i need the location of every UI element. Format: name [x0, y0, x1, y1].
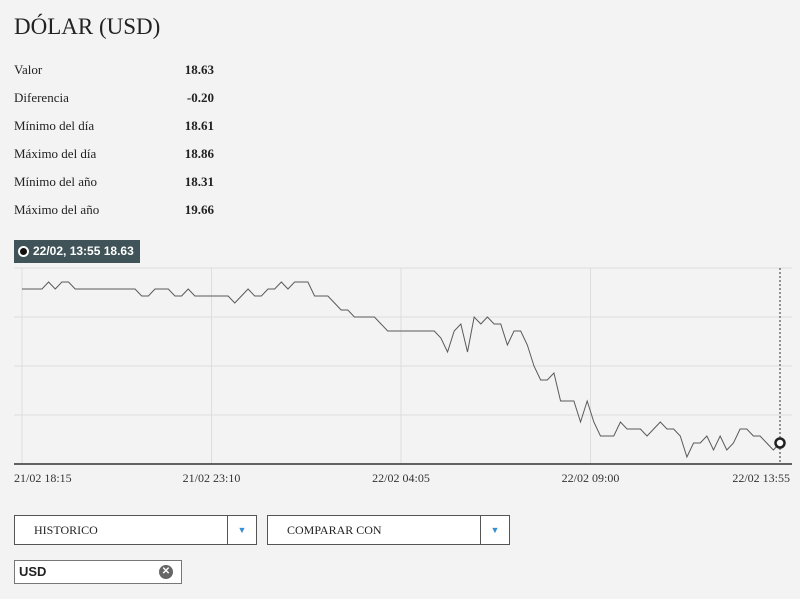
- select-text: COMPARAR CON: [287, 523, 382, 537]
- stat-row: Máximo del día 18.86: [14, 146, 214, 166]
- stat-value: 19.66: [184, 202, 214, 217]
- stat-label: Mínimo del año: [14, 174, 98, 189]
- stat-label: Valor: [14, 62, 43, 77]
- stat-value: 18.63: [184, 62, 214, 77]
- stat-row: Mínimo del día 18.61: [14, 118, 214, 138]
- price-line: [22, 281, 781, 459]
- period-select[interactable]: HISTORICO ▼: [14, 515, 257, 545]
- x-tick-label: 22/02 09:00: [562, 471, 620, 485]
- dropdown-arrow[interactable]: ▼: [227, 516, 256, 544]
- dropdown-arrow[interactable]: ▼: [480, 516, 509, 544]
- tag: USD ✕: [14, 560, 182, 584]
- tag-text: USD: [19, 564, 47, 579]
- stat-row: Valor 18.63: [14, 62, 214, 82]
- remove-tag[interactable]: ✕: [159, 565, 173, 579]
- stat-row: Máximo del año 19.66: [14, 202, 214, 222]
- select-text: HISTORICO: [34, 523, 98, 537]
- x-tick-label: 21/02 18:15: [14, 471, 72, 485]
- stat-label: Mínimo del día: [14, 118, 95, 133]
- tooltip-text: 22/02, 13:55 18.63: [33, 244, 134, 258]
- title: DÓLAR (USD): [14, 14, 161, 39]
- chart: 21/02 18:15 21/02 23:10 22/02 04:05 22/02 0…: [14, 267, 792, 485]
- stat-label: Máximo del día: [14, 146, 97, 161]
- stat-value: 18.61: [184, 118, 214, 133]
- stat-value: 18.86: [184, 146, 214, 161]
- compare-select[interactable]: COMPARAR CON ▼: [267, 515, 510, 545]
- x-tick-label: 22/02 13:55: [732, 471, 790, 485]
- stat-label: Diferencia: [14, 90, 69, 105]
- last-point: [774, 437, 786, 449]
- stat-value: 18.31: [184, 174, 214, 189]
- x-tick-label: 22/02 04:05: [372, 471, 430, 485]
- x-tick-label: 21/02 23:10: [183, 471, 241, 485]
- tooltip-icon: [18, 246, 29, 257]
- stat-row: Diferencia -0.20: [14, 90, 214, 110]
- stat-label: Máximo del año: [14, 202, 100, 217]
- stat-value: -0.20: [186, 90, 214, 105]
- stat-row: Mínimo del año 18.31: [14, 174, 214, 194]
- tooltip: 22/02, 13:55 18.63: [14, 240, 140, 263]
